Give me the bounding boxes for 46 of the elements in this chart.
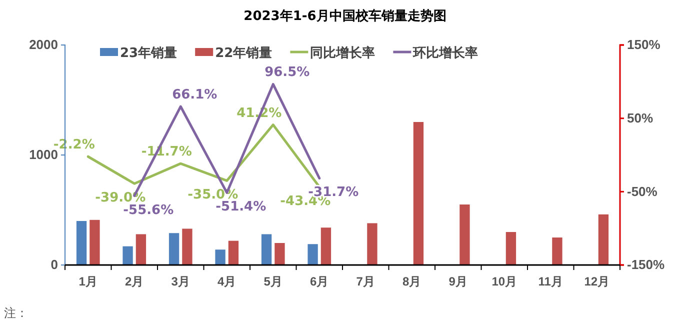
bar <box>308 244 318 265</box>
x-tick-label: 1月 <box>78 274 98 289</box>
y-tick-label: 2000 <box>29 37 58 52</box>
bar <box>76 221 87 265</box>
bar <box>228 240 239 265</box>
data-label: -51.4% <box>216 200 266 215</box>
bar <box>215 250 226 265</box>
chart-title: 2023年1-6月中国校车销量走势图 <box>244 8 446 24</box>
legend-label: 22年销量 <box>215 46 272 61</box>
y2-tick-label: 150% <box>627 37 661 52</box>
x-tick-label: 3月 <box>171 274 190 289</box>
x-tick-label: 11月 <box>538 274 563 289</box>
x-tick-label: 12月 <box>584 274 610 289</box>
y-tick-label: 0 <box>50 257 58 272</box>
bar <box>136 234 146 265</box>
y2-tick-label: -50% <box>627 184 658 199</box>
bar <box>90 220 100 265</box>
y2-tick-label: 50% <box>627 110 654 126</box>
bar <box>122 246 133 265</box>
data-label: 96.5% <box>264 65 310 80</box>
x-tick-label: 7月 <box>356 274 375 289</box>
bar <box>182 228 192 265</box>
x-tick-label: 6月 <box>310 274 329 289</box>
legend-label: 同比增长率 <box>310 45 376 61</box>
bar <box>274 243 285 265</box>
x-tick-label: 5月 <box>264 274 282 289</box>
x-tick-label: 10月 <box>492 274 518 289</box>
bar <box>168 233 180 265</box>
x-tick-label: 9月 <box>448 274 468 289</box>
x-tick-label: 2月 <box>125 274 144 289</box>
x-tick-label: 4月 <box>218 274 236 289</box>
bar <box>552 238 562 265</box>
bar <box>367 223 378 265</box>
legend-label: 环比增长率 <box>412 45 478 61</box>
data-label: 66.1% <box>172 88 218 103</box>
y2-tick-label: -150% <box>627 257 666 272</box>
legend-label: 23年销量 <box>120 46 178 61</box>
bar <box>506 232 516 265</box>
y-tick-label: 1000 <box>29 147 58 162</box>
bar <box>460 204 470 265</box>
bar <box>261 234 272 265</box>
bar <box>320 228 332 265</box>
bar <box>413 122 424 265</box>
bar <box>598 214 609 265</box>
text: 注： <box>4 306 28 320</box>
x-tick-label: 8月 <box>402 274 422 289</box>
